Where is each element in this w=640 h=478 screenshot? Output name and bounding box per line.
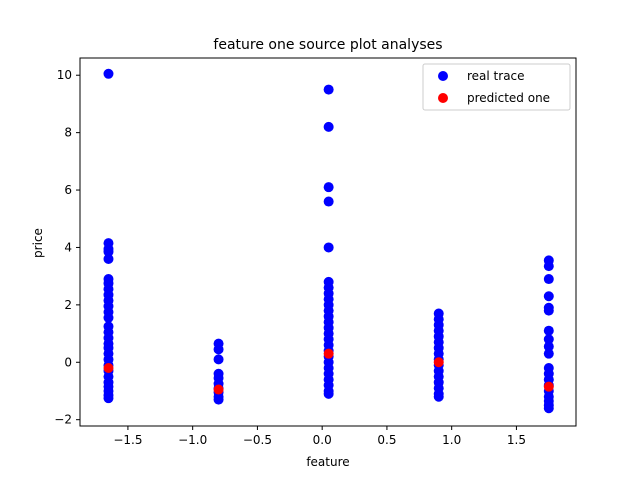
x-tick-label: −1.0 [178, 433, 207, 447]
legend: real trace predicted one [422, 63, 571, 111]
legend-label-real-trace: real trace [467, 69, 525, 83]
x-tick-label: 0.0 [313, 433, 332, 447]
real-trace-point-88 [543, 341, 554, 352]
x-tick-label: 1.0 [442, 433, 461, 447]
predicted-point-0 [103, 363, 114, 374]
y-tick-label: 10 [57, 68, 72, 82]
real-trace-point-63 [323, 388, 334, 399]
real-trace-point-39 [323, 121, 334, 132]
predicted-point-2 [323, 348, 334, 359]
real-trace-point-85 [543, 305, 554, 316]
real-trace-point-38 [323, 84, 334, 95]
real-trace-point-40 [323, 182, 334, 193]
y-tick-label: −2 [54, 413, 72, 427]
real-trace-point-98 [543, 403, 554, 414]
y-axis-ticks: −2 0 2 4 6 8 10 [54, 68, 80, 427]
real-trace-point-79 [433, 391, 444, 402]
predicted-point-4 [543, 381, 554, 392]
y-tick-label: 0 [64, 355, 72, 369]
legend-box [422, 63, 571, 111]
real-trace-point-82 [543, 274, 554, 285]
y-tick-label: 6 [64, 183, 72, 197]
real-trace-point-81 [543, 261, 554, 272]
x-axis-ticks: −1.5 −1.0 −0.5 0.0 0.5 1.0 1.5 [113, 426, 526, 447]
plot-frame [79, 57, 577, 427]
y-tick-label: 2 [64, 298, 72, 312]
x-tick-label: −0.5 [243, 433, 272, 447]
legend-marker-predicted-one [438, 93, 448, 103]
x-axis-title: feature [306, 455, 349, 469]
real-trace-point-3 [103, 246, 114, 257]
legend-label-predicted-one: predicted one [467, 91, 550, 105]
chart-title: feature one source plot analyses [213, 37, 442, 53]
real-trace-point-41 [323, 196, 334, 207]
x-tick-label: −1.5 [113, 433, 142, 447]
real-trace-point-0 [103, 68, 114, 79]
legend-marker-real-trace [438, 71, 448, 81]
real-trace-point-4 [103, 253, 114, 264]
real-trace-point-83 [543, 291, 554, 302]
real-trace-point-30 [213, 354, 224, 365]
real-trace-point-42 [323, 242, 334, 253]
real-trace-point-12 [103, 312, 114, 323]
y-axis-title: price [31, 228, 45, 258]
predicted-point-1 [213, 384, 224, 395]
real-trace-point-27 [103, 393, 114, 404]
real-trace-point-89 [543, 348, 554, 359]
x-tick-label: 1.5 [507, 433, 526, 447]
y-tick-label: 8 [64, 126, 72, 140]
x-tick-label: 0.5 [377, 433, 396, 447]
real-trace-point-87 [543, 334, 554, 345]
points-layer [103, 68, 554, 414]
predicted-point-3 [433, 357, 444, 368]
y-tick-label: 4 [64, 240, 72, 254]
real-trace-point-29 [213, 344, 224, 355]
real-trace-point-86 [543, 325, 554, 336]
real-trace-point-37 [213, 394, 224, 405]
